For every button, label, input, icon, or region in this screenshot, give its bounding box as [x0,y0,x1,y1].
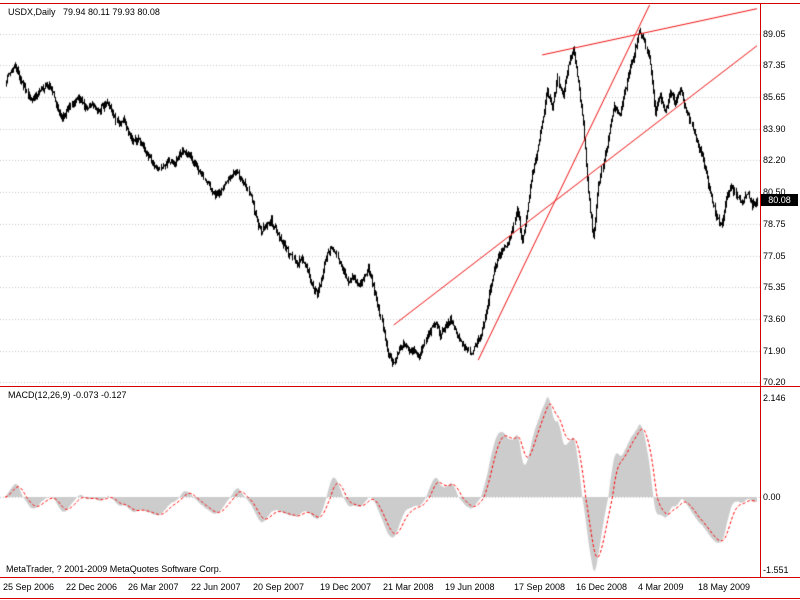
time-axis-label: 19 Dec 2007 [320,582,372,592]
pane-separator-line [0,386,800,387]
price-axis-label: 83.90 [763,124,786,134]
price-axis-label: 70.20 [763,377,786,387]
macd-axis-label: -1.551 [763,565,789,575]
price-axis-label: 73.60 [763,314,786,324]
price-chart-pane[interactable] [0,4,760,386]
bottom-frame-line [0,598,800,599]
current-price-badge: 80.08 [761,194,798,206]
time-axis-label: 20 Sep 2007 [253,582,305,592]
copyright-label: MetaTrader, ? 2001-2009 MetaQuotes Softw… [6,564,222,574]
macd-axis-label: 0.00 [763,492,781,502]
top-frame-line [0,3,800,4]
price-axis-label: 77.05 [763,251,786,261]
price-axis-label: 82.20 [763,155,786,165]
time-axis-label: 18 May 2009 [698,582,751,592]
time-axis-label: 25 Sep 2006 [3,582,55,592]
macd-indicator-pane[interactable] [0,387,760,577]
macd-indicator-label: MACD(12,26,9) -0.073 -0.127 [8,390,127,400]
time-axis-separator-line [0,577,800,578]
price-axis-label: 89.05 [763,29,786,39]
symbol-ohlc-label: USDX,Daily 79.94 80.11 79.93 80.08 [8,7,160,17]
time-axis-label: 16 Dec 2008 [576,582,628,592]
time-axis-label: 4 Mar 2009 [638,582,684,592]
time-axis-label: 19 Jun 2008 [445,582,495,592]
time-axis-label: 22 Jun 2007 [191,582,241,592]
price-axis-label: 80.50 [763,187,786,197]
price-axis-label: 75.35 [763,282,786,292]
time-axis-label: 22 Dec 2006 [66,582,118,592]
price-axis-label: 85.65 [763,92,786,102]
price-axis-label: 71.90 [763,346,786,356]
price-axis-label: 87.35 [763,60,786,70]
time-axis-label: 21 Mar 2008 [383,582,434,592]
price-scale-separator-line [760,3,761,578]
macd-axis-label: 2.146 [763,393,786,403]
time-axis-label: 17 Sep 2008 [514,582,566,592]
time-axis-label: 26 Mar 2007 [128,582,179,592]
price-axis-label: 78.75 [763,219,786,229]
